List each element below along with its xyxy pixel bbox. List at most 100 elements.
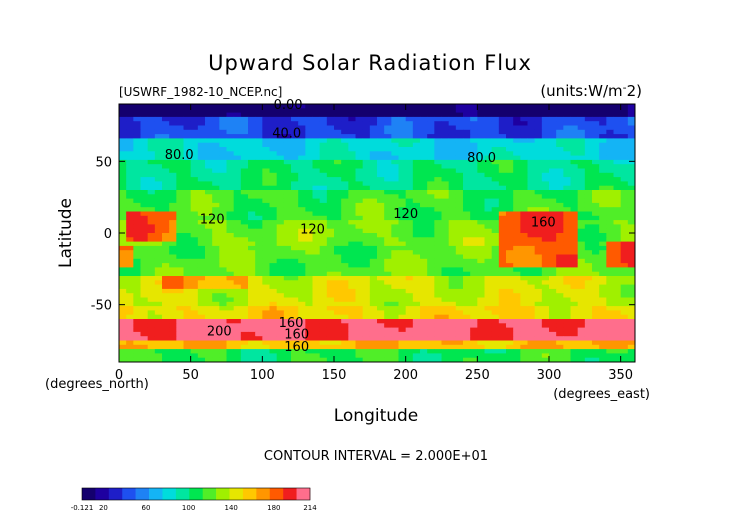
heatmap-cell <box>606 331 614 337</box>
heatmap-cell <box>262 112 270 118</box>
heatmap-cell <box>319 147 328 152</box>
heatmap-cell <box>348 159 356 165</box>
heatmap-cell <box>240 125 249 131</box>
heatmap-cell <box>491 185 500 191</box>
heatmap-cell <box>398 245 407 251</box>
heatmap-cell <box>484 263 493 268</box>
heatmap-cell <box>606 323 614 328</box>
heatmap-cell <box>183 340 192 346</box>
heatmap-cell <box>405 276 414 281</box>
heatmap-cell <box>427 323 435 328</box>
heatmap-cell <box>377 344 385 350</box>
heatmap-cell <box>448 224 457 230</box>
heatmap-cell <box>326 220 335 225</box>
heatmap-cell <box>620 349 629 354</box>
heatmap-cell <box>405 155 414 161</box>
heatmap-cell <box>570 159 579 165</box>
heatmap-cell <box>527 147 536 152</box>
heatmap-cell <box>169 284 177 290</box>
heatmap-cell <box>169 327 177 333</box>
heatmap-cell <box>599 245 607 251</box>
heatmap-cell <box>527 357 536 362</box>
heatmap-cell <box>291 159 299 165</box>
heatmap-cell <box>455 340 464 346</box>
heatmap-cell <box>405 224 414 230</box>
heatmap-cell <box>599 288 607 294</box>
heatmap-cell <box>269 147 278 152</box>
heatmap-cell <box>577 357 586 362</box>
heatmap-cell <box>162 327 170 333</box>
heatmap-cell <box>240 297 249 303</box>
heatmap-cell <box>498 104 507 109</box>
heatmap-cell <box>513 340 521 346</box>
heatmap-cell <box>477 151 485 156</box>
heatmap-cell <box>427 349 435 354</box>
heatmap-cell <box>606 280 614 285</box>
heatmap-cell <box>491 314 500 320</box>
heatmap-cell <box>441 267 450 273</box>
heatmap-cell <box>162 168 170 174</box>
heatmap-cell <box>506 280 514 285</box>
heatmap-cell <box>484 104 493 109</box>
heatmap-cell <box>563 202 571 208</box>
heatmap-cell <box>541 331 550 337</box>
heatmap-cell <box>570 323 579 328</box>
heatmap-cell <box>477 220 485 225</box>
heatmap-cell <box>226 159 235 165</box>
heatmap-cell <box>541 147 550 152</box>
heatmap-cell <box>541 319 550 324</box>
heatmap-cell <box>384 263 392 268</box>
heatmap-cell <box>498 172 507 178</box>
heatmap-cell <box>355 306 364 311</box>
heatmap-cell <box>248 327 256 333</box>
heatmap-cell <box>498 254 507 260</box>
heatmap-cell <box>570 129 579 135</box>
heatmap-cell <box>283 134 292 139</box>
heatmap-cell <box>549 344 557 350</box>
heatmap-cell <box>391 112 399 118</box>
heatmap-cell <box>441 181 450 187</box>
heatmap-cell <box>312 125 321 131</box>
heatmap-cell <box>176 211 184 217</box>
heatmap-cell <box>520 327 528 333</box>
heatmap-cell <box>434 237 442 242</box>
heatmap-cell <box>592 185 600 191</box>
heatmap-cell <box>262 349 270 354</box>
heatmap-cell <box>441 293 450 298</box>
heatmap-cell <box>334 293 342 298</box>
heatmap-cell <box>391 147 399 152</box>
heatmap-cell <box>197 301 206 307</box>
heatmap-cell <box>269 306 278 311</box>
heatmap-cell <box>248 245 256 251</box>
heatmap-cell <box>226 104 235 109</box>
heatmap-cell <box>341 357 349 362</box>
heatmap-cell <box>398 202 407 208</box>
heatmap-cell <box>255 134 263 139</box>
heatmap-cell <box>262 267 270 273</box>
heatmap-cell <box>577 215 586 221</box>
heatmap-cell <box>240 310 249 316</box>
contour-label: 80.0 <box>467 151 496 166</box>
heatmap-cell <box>577 185 586 191</box>
heatmap-cell <box>563 215 571 221</box>
heatmap-cell <box>577 331 586 337</box>
heatmap-cell <box>162 353 170 359</box>
colorbar-segment <box>229 488 244 500</box>
heatmap-cell <box>305 306 313 311</box>
heatmap-cell <box>369 220 378 225</box>
heatmap-cell <box>599 284 607 290</box>
heatmap-cell <box>498 147 507 152</box>
heatmap-cell <box>541 340 550 346</box>
heatmap-cell <box>291 349 299 354</box>
heatmap-cell <box>197 284 206 290</box>
heatmap-cell <box>412 177 421 182</box>
heatmap-cell <box>233 215 242 221</box>
heatmap-cell <box>283 121 292 126</box>
heatmap-cell <box>434 202 442 208</box>
heatmap-cell <box>498 284 507 290</box>
heatmap-cell <box>248 224 256 230</box>
heatmap-cell <box>606 288 614 294</box>
heatmap-cell <box>312 245 321 251</box>
heatmap-cell <box>412 353 421 359</box>
heatmap-cell <box>190 215 199 221</box>
